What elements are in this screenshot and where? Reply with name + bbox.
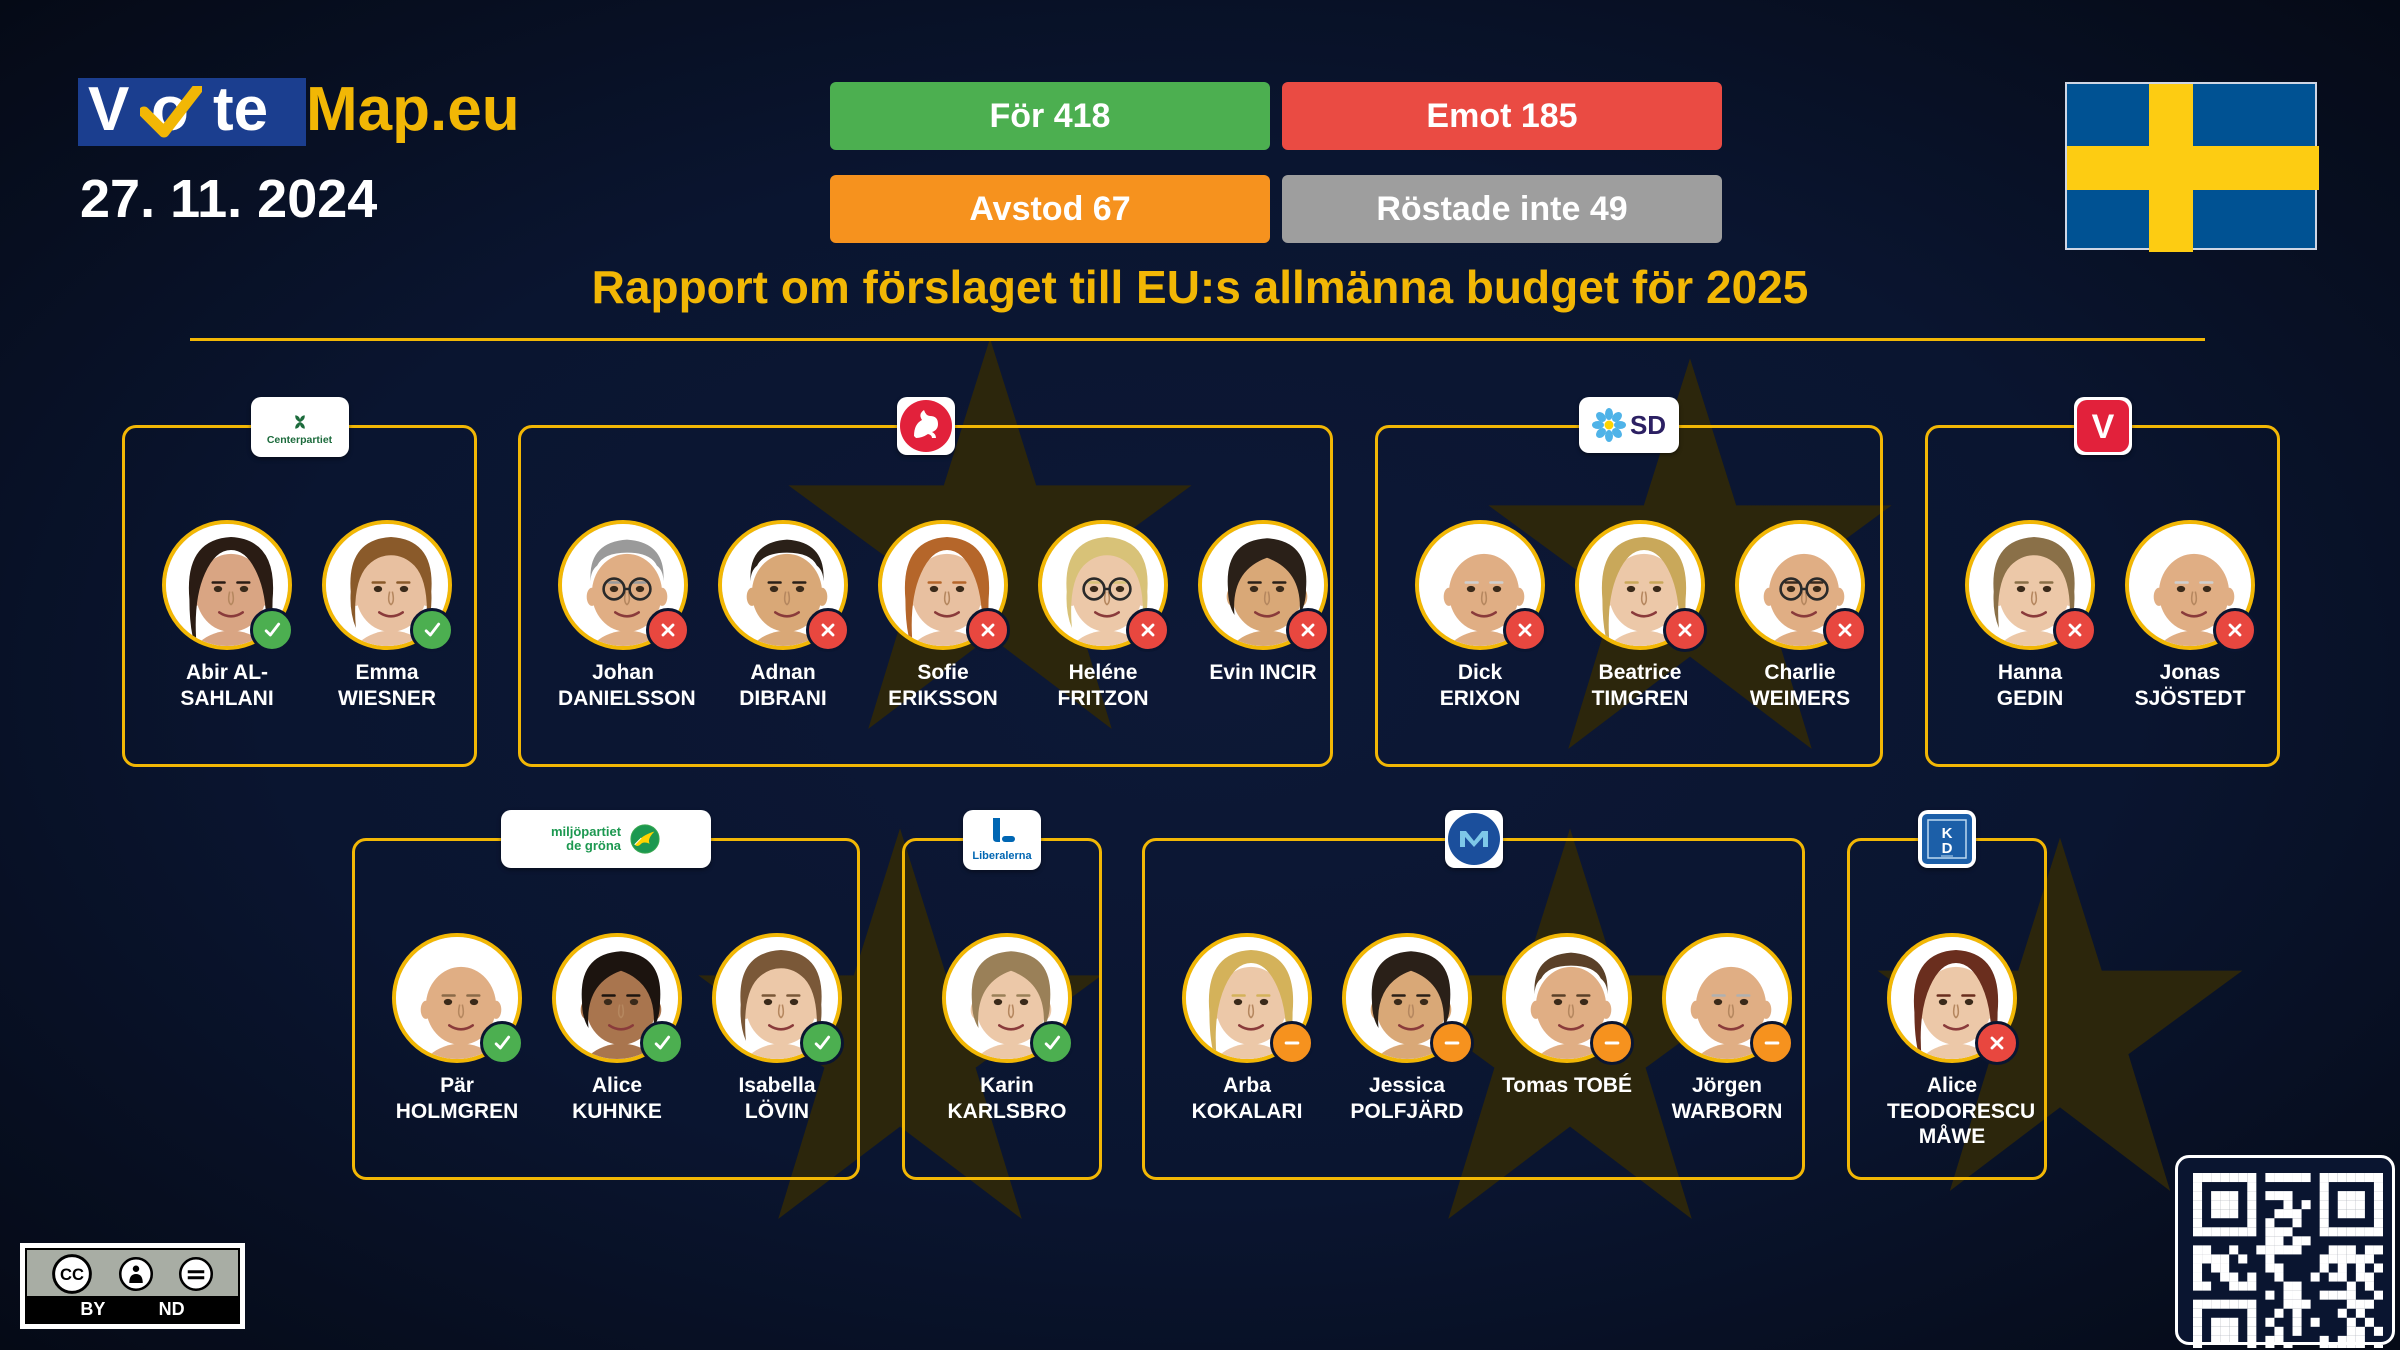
svg-text:V: V bbox=[2091, 408, 2114, 446]
svg-text:CC: CC bbox=[60, 1265, 84, 1284]
svg-text:D: D bbox=[1942, 840, 1953, 857]
